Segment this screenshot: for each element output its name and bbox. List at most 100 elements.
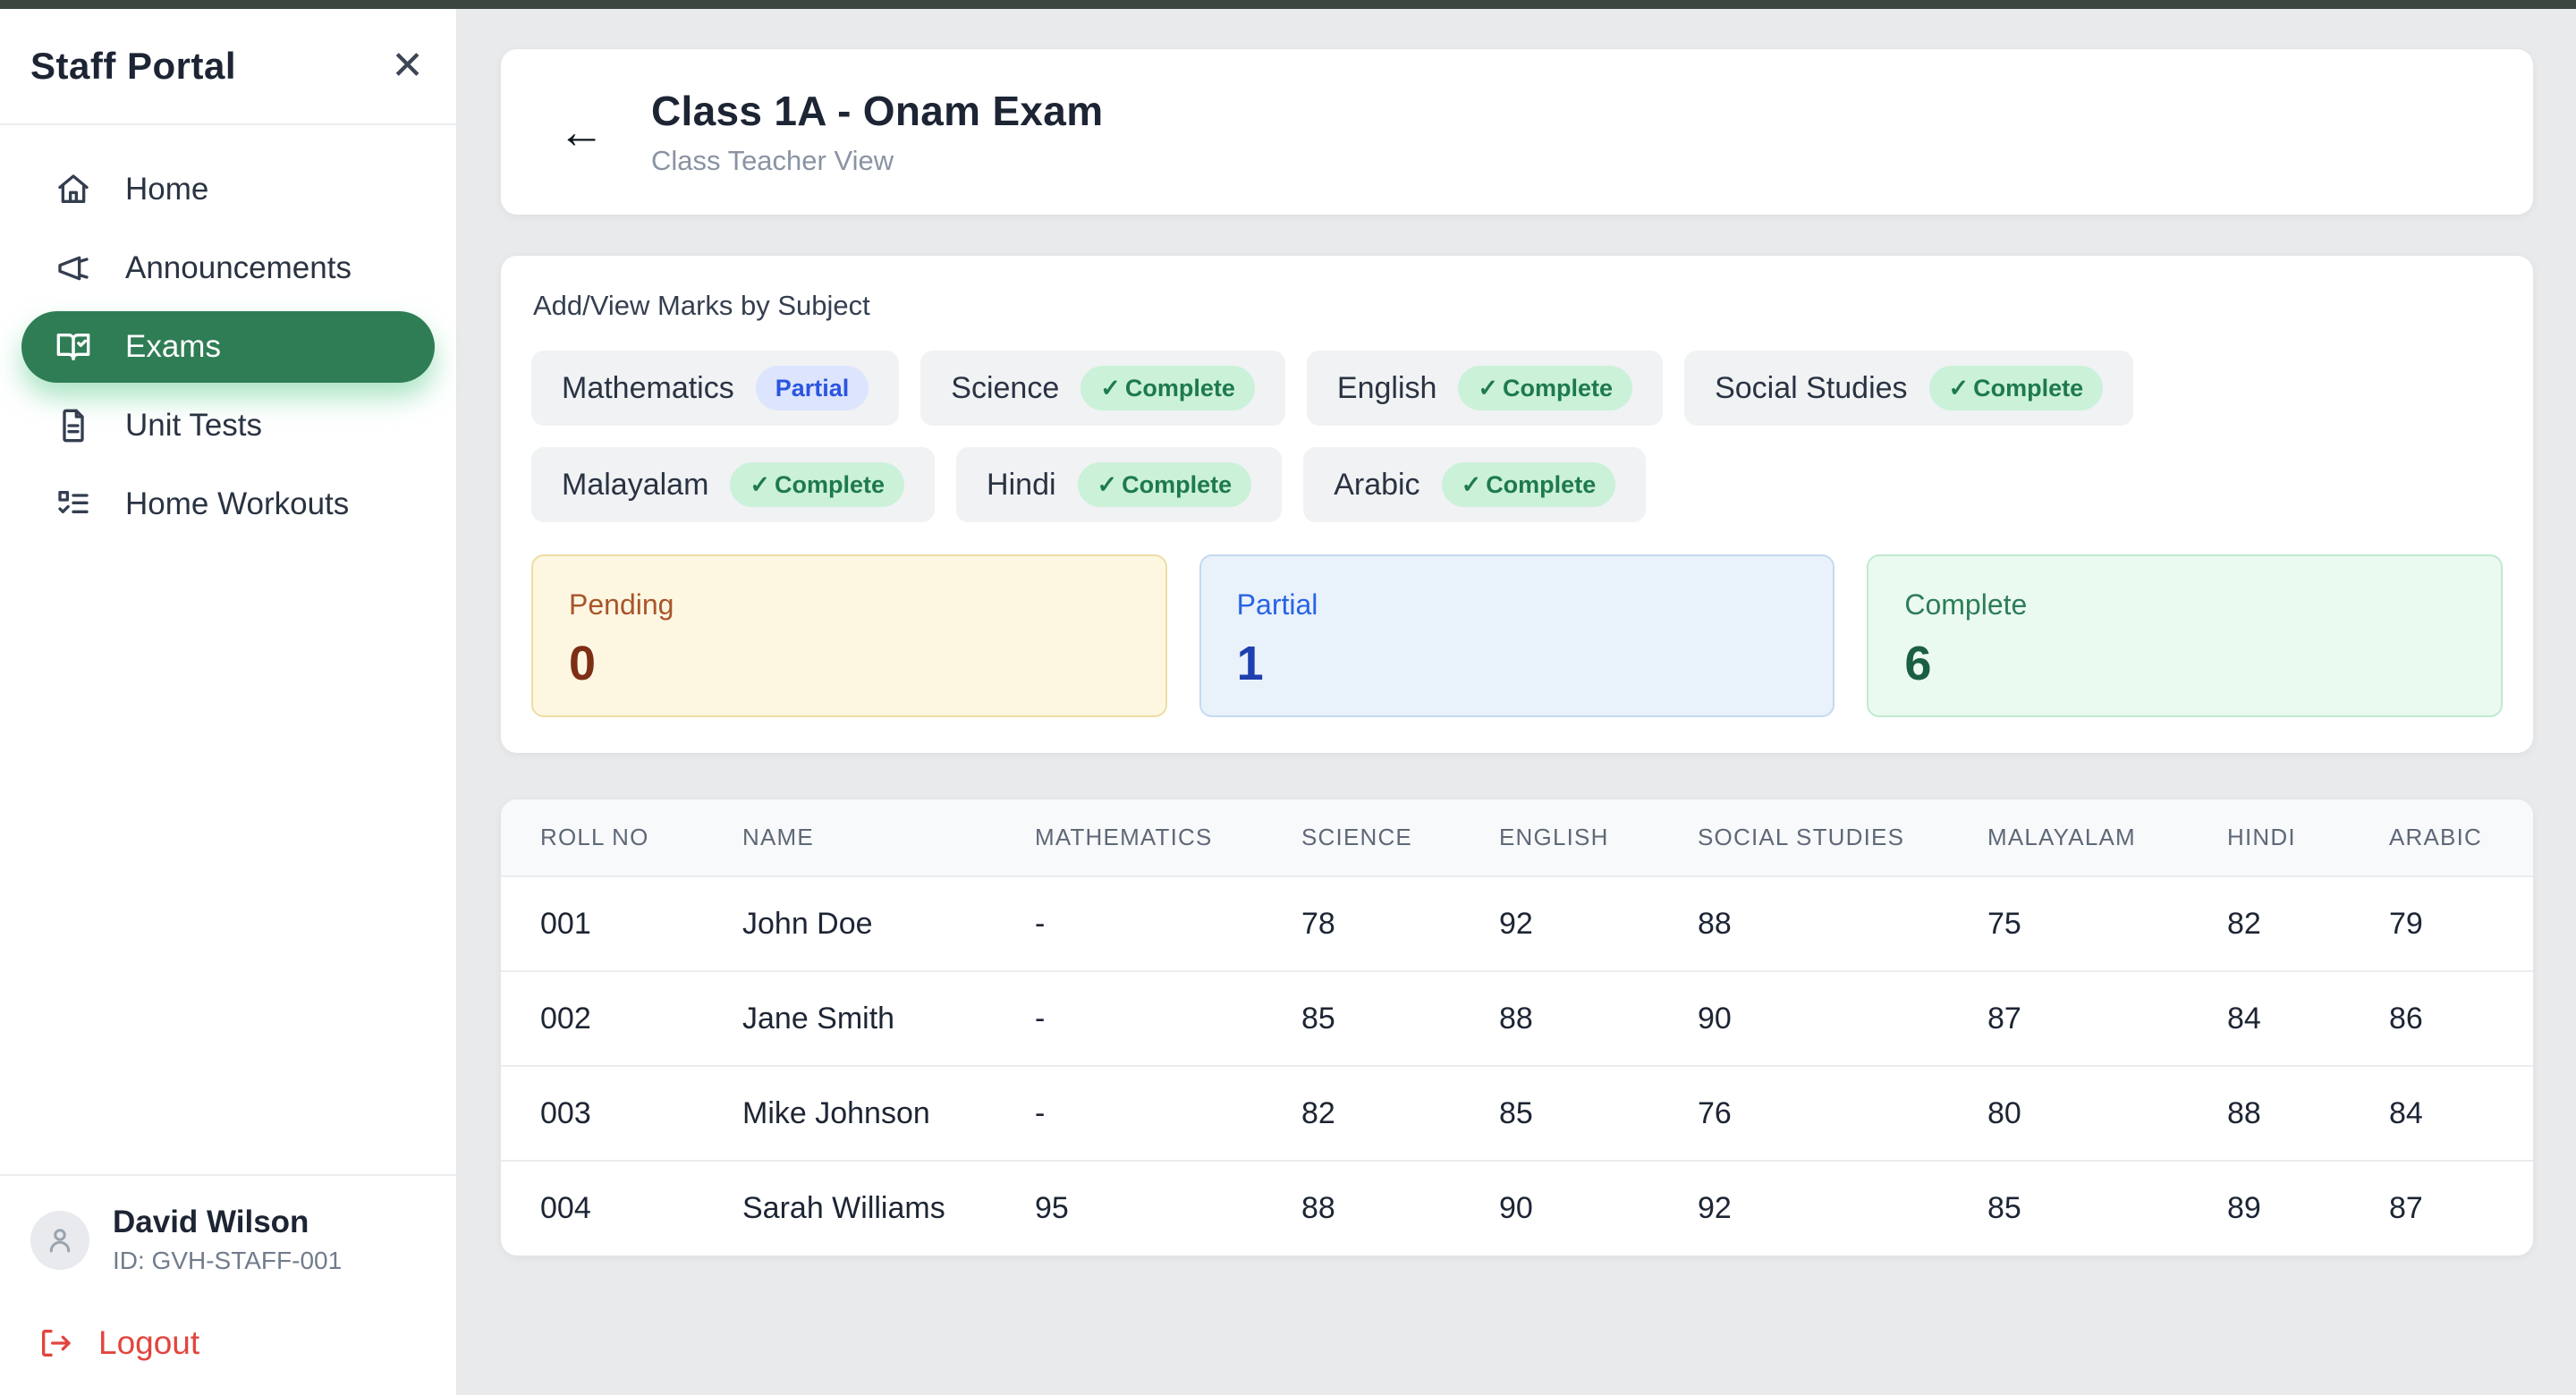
sidebar-item-label: Exams [125,329,221,364]
page-subtitle: Class Teacher View [651,145,894,176]
subject-chip-social-studies[interactable]: Social Studies ✓ Complete [1684,351,2134,426]
megaphone-icon [58,256,89,281]
status-badge: ✓ Complete [1928,365,2104,411]
cell-mark: 79 [2388,875,2533,971]
sidebar-item-home-workouts[interactable]: Home Workouts [0,465,456,544]
marks-panel: Add/View Marks by Subject Mathematics Pa… [501,256,2533,753]
cell-mark: 85 [1987,1160,2226,1256]
pending-count: 0 [569,637,597,690]
sidebar-header: Staff Portal ✕ [0,9,456,125]
cell-mark: 78 [1301,875,1498,971]
cell-name: Mike Johnson [741,1065,1034,1161]
column-header: NAME [741,799,1034,876]
partial-label: Partial [1236,588,1318,621]
marks-table-card: ROLL NO NAME MATHEMATICS SCIENCE ENGLISH… [501,799,2533,1256]
subject-chip-english[interactable]: English ✓ Complete [1306,351,1664,426]
cell-mark: 88 [2226,1065,2388,1161]
checklist-icon [58,491,89,513]
cell-mark: - [1034,1065,1301,1161]
page-title: Class 1A - Onam Exam [651,88,1104,134]
cell-roll-no: 004 [501,1160,741,1256]
cell-mark: 82 [1301,1065,1498,1161]
check-icon: ✓ [1948,374,1970,402]
sidebar-item-unit-tests[interactable]: Unit Tests [0,386,456,465]
cell-mark: 85 [1301,970,1498,1066]
column-header: ROLL NO [501,799,741,876]
cell-mark: 90 [1498,1160,1697,1256]
column-header: SCIENCE [1301,799,1498,876]
logout-icon [42,1330,71,1357]
cell-mark: 82 [2226,875,2388,971]
cell-mark: 88 [1498,970,1697,1066]
complete-count: 6 [1904,637,1932,690]
subject-name: English [1336,370,1437,405]
sidebar-item-home[interactable]: Home [0,150,456,229]
cell-mark: 95 [1034,1160,1301,1256]
sidebar-footer: David Wilson ID: GVH-STAFF-001 Logout [0,1174,456,1395]
cell-mark: 80 [1987,1065,2226,1161]
cell-name: Jane Smith [741,970,1034,1066]
status-badge: Partial [755,365,869,411]
sidebar-item-label: Announcements [125,250,352,285]
cell-mark: 86 [2388,970,2533,1066]
top-accent-bar [0,0,2576,9]
pending-label: Pending [569,588,674,621]
main-content: ← Class 1A - Onam Exam Class Teacher Vie… [458,9,2576,1395]
table-row: 001 John Doe - 78 92 88 75 82 79 [501,875,2533,971]
person-icon [49,1228,71,1252]
subject-chip-hindi[interactable]: Hindi ✓ Complete [956,447,1283,522]
cell-mark: - [1034,875,1301,971]
cell-mark: - [1034,970,1301,1066]
cell-name: John Doe [741,875,1034,971]
marks-panel-title: Add/View Marks by Subject [533,290,870,321]
subject-chip-mathematics[interactable]: Mathematics Partial [531,351,900,426]
cell-mark: 90 [1697,970,1987,1066]
cell-mark: 84 [2226,970,2388,1066]
subject-chip-science[interactable]: Science ✓ Complete [920,351,1285,426]
check-icon: ✓ [1100,374,1121,402]
subject-chips: Mathematics Partial Science ✓ Complete En… [531,351,2410,522]
cell-mark: 88 [1697,875,1987,971]
column-header: ENGLISH [1498,799,1697,876]
logout-button[interactable]: Logout [32,1323,205,1363]
sidebar-item-label: Home [125,172,209,207]
column-header: MALAYALAM [1987,799,2226,876]
back-arrow-icon[interactable]: ← [558,106,605,158]
page-header-text: Class 1A - Onam Exam Class Teacher View [651,87,1103,177]
cell-mark: 88 [1301,1160,1498,1256]
cell-mark: 87 [1987,970,2226,1066]
cell-roll-no: 002 [501,970,741,1066]
status-summary: Pending 0 Partial 1 Complete 6 [531,554,2504,717]
partial-count: 1 [1236,637,1264,690]
user-id: ID: GVH-STAFF-001 [113,1247,343,1274]
check-icon: ✓ [1478,374,1499,402]
column-header: ARABIC [2388,799,2533,876]
subject-name: Mathematics [562,370,734,405]
logout-label: Logout [98,1324,200,1361]
table-row: 003 Mike Johnson - 82 85 76 80 88 84 [501,1065,2533,1161]
status-badge: ✓ Complete [1458,365,1633,411]
marks-table: ROLL NO NAME MATHEMATICS SCIENCE ENGLISH… [501,799,2533,1256]
sidebar-item-announcements[interactable]: Announcements [0,229,456,308]
subject-chip-arabic[interactable]: Arabic ✓ Complete [1303,447,1647,522]
check-icon: ✓ [1461,470,1482,498]
sidebar-item-exams[interactable]: Exams [21,311,435,383]
user-info: David Wilson ID: GVH-STAFF-001 [113,1205,342,1275]
table-row: 004 Sarah Williams 95 88 90 92 85 89 87 [501,1160,2533,1256]
home-icon [58,174,89,203]
subject-name: Arabic [1334,467,1420,502]
close-icon[interactable]: ✕ [391,44,424,88]
cell-roll-no: 003 [501,1065,741,1161]
page-header-card: ← Class 1A - Onam Exam Class Teacher Vie… [501,49,2533,215]
status-badge: ✓ Complete [1077,461,1252,508]
column-header: SOCIAL STUDIES [1697,799,1987,876]
user-profile: David Wilson ID: GVH-STAFF-001 [30,1205,426,1275]
status-badge: ✓ Complete [1080,365,1255,411]
avatar [30,1210,89,1270]
book-check-icon [56,334,90,360]
cell-name: Sarah Williams [741,1160,1034,1256]
sidebar-item-label: Home Workouts [125,486,350,521]
partial-summary-card: Partial 1 [1199,554,1835,717]
sidebar: Staff Portal ✕ Home Announcements Exams … [0,9,458,1395]
subject-chip-malayalam[interactable]: Malayalam ✓ Complete [531,447,936,522]
